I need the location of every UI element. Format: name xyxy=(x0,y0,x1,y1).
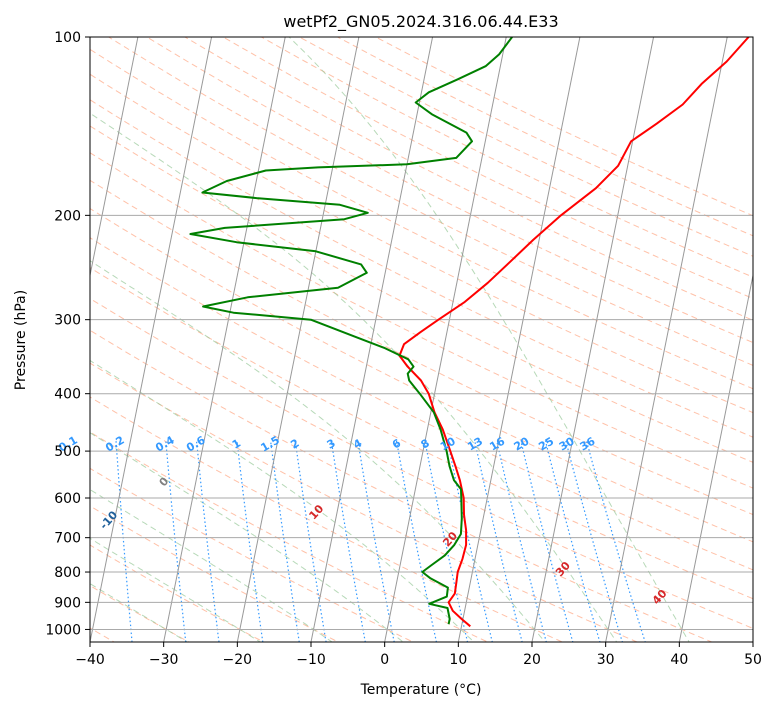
mixing-ratio-line xyxy=(585,440,646,642)
dewpoint-profile-line xyxy=(189,37,513,625)
mixing-ratio-line xyxy=(165,440,187,642)
moist-adiabat-label: 40 xyxy=(650,587,670,607)
dry-adiabat-line xyxy=(90,48,753,390)
y-tick-label: 400 xyxy=(54,387,81,403)
isotherm-line xyxy=(605,37,728,642)
y-tick-label: 700 xyxy=(54,531,81,547)
x-axis-title: Temperature (°C) xyxy=(360,682,482,698)
dry-adiabat-line xyxy=(90,431,489,642)
isopleth-label-layer: -100-90-80-70-60-50-40-30-20-10010203040… xyxy=(56,433,670,607)
x-tick-label: 30 xyxy=(597,652,615,668)
dry-adiabat-line xyxy=(90,297,753,629)
temperature-profile-line xyxy=(398,37,750,628)
moist-adiabat-label: 10 xyxy=(306,502,326,522)
isotherm-line xyxy=(752,639,753,642)
moist-adiabat-line xyxy=(90,432,404,642)
isotherm-line xyxy=(163,37,286,642)
mixing-ratio-line xyxy=(395,440,438,642)
x-tick-label: −30 xyxy=(149,652,179,668)
dry-adiabat-line xyxy=(90,237,753,571)
mixing-ratio-label: 4 xyxy=(351,436,364,451)
moist-adiabat-line xyxy=(90,583,189,642)
grid-layer xyxy=(0,0,753,654)
dry-adiabat-line xyxy=(90,396,564,642)
y-tick-label: 500 xyxy=(54,444,81,460)
moist-adiabat-line xyxy=(90,537,262,642)
x-tick-label: 40 xyxy=(670,652,688,668)
y-tick-label: 600 xyxy=(54,491,81,507)
mixing-ratio-line xyxy=(446,440,493,642)
dry-adiabat-line xyxy=(90,544,265,642)
isotherm-line xyxy=(678,272,753,642)
mixing-ratio-line xyxy=(544,440,601,642)
mixing-ratio-line xyxy=(195,440,220,642)
isotherm-line xyxy=(236,37,360,642)
y-tick-label: 1000 xyxy=(45,622,81,638)
dry-adiabat-line xyxy=(90,267,753,600)
tick-layer: −40 −30 −20 −10 0 10 20 30 40 5010020030040050060… xyxy=(45,30,762,668)
mixing-ratio-line xyxy=(294,440,327,642)
chart-title: wetPf2_GN05.2024.316.06.44.E33 xyxy=(283,12,558,32)
mixing-ratio-line xyxy=(496,440,547,642)
dry-adiabat-line xyxy=(90,467,415,642)
dry-adiabat-line xyxy=(90,207,753,543)
mixing-ratio-line xyxy=(236,440,264,642)
moist-adiabat-line xyxy=(90,359,475,642)
x-tick-label: −10 xyxy=(296,652,326,668)
dry-adiabat-line xyxy=(90,585,190,642)
mixing-ratio-line xyxy=(565,440,624,642)
dry-adiabat-label: -10 xyxy=(97,508,120,532)
x-tick-label: −20 xyxy=(223,652,253,668)
isotherm-line xyxy=(531,37,655,642)
dry-adiabat-line xyxy=(90,329,714,642)
moist-adiabat-label: 0 xyxy=(157,474,172,489)
y-tick-label: 800 xyxy=(54,565,81,581)
x-tick-label: 20 xyxy=(523,652,541,668)
mixing-ratio-label: 6 xyxy=(390,436,403,451)
x-tick-label: −40 xyxy=(75,652,105,668)
y-tick-label: 900 xyxy=(54,595,81,611)
dry-adiabat-line xyxy=(90,73,753,414)
mixing-ratio-line xyxy=(115,440,133,642)
moist-adiabat-line xyxy=(90,488,333,642)
dry-adiabat-line xyxy=(90,179,753,516)
moist-adiabat-label: 30 xyxy=(553,559,573,579)
dry-adiabat-line xyxy=(183,37,753,321)
moist-adiabat-line xyxy=(90,260,546,642)
isotherm-line xyxy=(90,37,213,642)
x-tick-label: 0 xyxy=(380,652,389,668)
dry-adiabat-line xyxy=(90,99,753,438)
isotherm-line xyxy=(310,37,434,642)
isotherm-line xyxy=(384,37,507,642)
y-tick-label: 300 xyxy=(54,313,81,329)
dry-adiabat-line xyxy=(90,152,753,489)
dry-adiabat-line xyxy=(90,505,340,642)
mixing-ratio-line xyxy=(270,440,300,642)
x-tick-label: 10 xyxy=(449,652,467,668)
isotherm-line xyxy=(457,37,581,642)
dry-adiabat-line xyxy=(145,37,753,344)
y-tick-label: 200 xyxy=(54,208,81,224)
dry-adiabat-line xyxy=(90,125,753,463)
mixing-ratio-label: 1 xyxy=(230,437,243,452)
x-tick-label: 50 xyxy=(744,652,762,668)
dry-adiabat-line xyxy=(260,37,753,278)
plot-frame xyxy=(89,36,754,643)
y-axis-title: Pressure (hPa) xyxy=(13,290,29,390)
isotherm-line xyxy=(90,37,139,278)
y-tick-label: 100 xyxy=(54,30,81,46)
dry-adiabat-line xyxy=(222,37,753,299)
dry-adiabat-line xyxy=(107,37,753,366)
mixing-ratio-label: 2 xyxy=(288,437,301,452)
mixing-ratio-label: 3 xyxy=(325,437,338,452)
mixing-ratio-line xyxy=(520,440,574,642)
mixing-ratio-line xyxy=(474,440,523,642)
series-layer xyxy=(189,37,750,628)
isotherm-line xyxy=(0,0,2,654)
moist-adiabat-line xyxy=(288,37,690,642)
